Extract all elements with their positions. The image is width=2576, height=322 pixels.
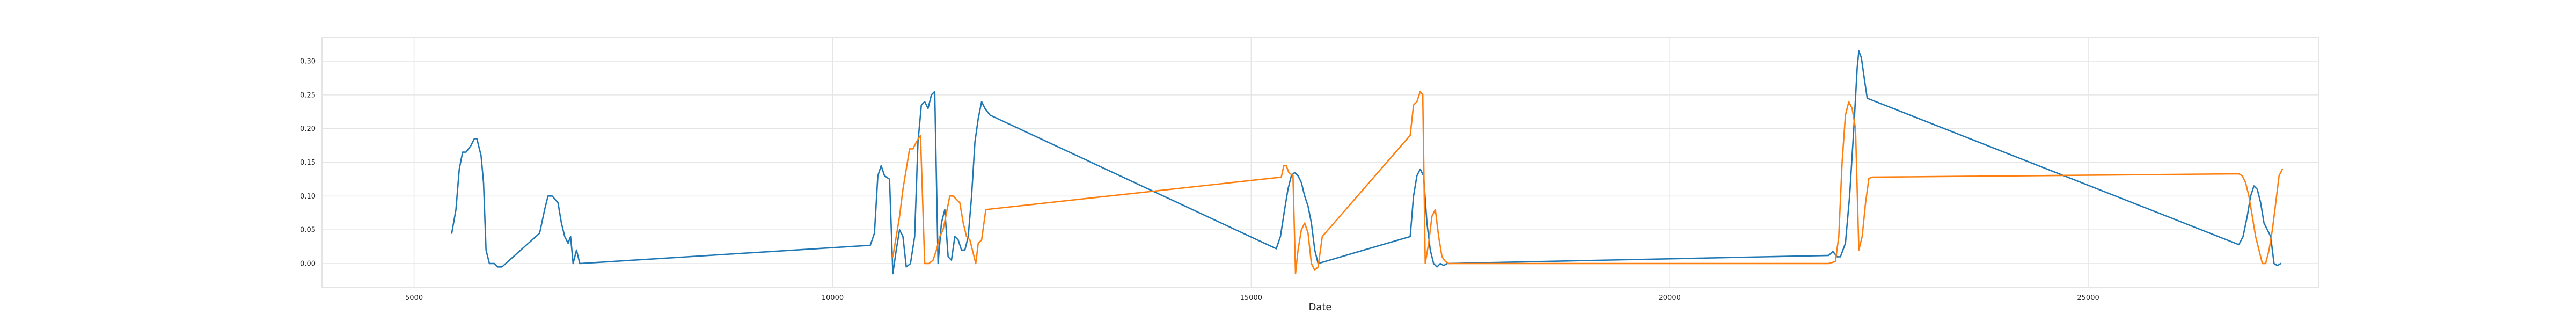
x-tick-label: 5000 xyxy=(405,294,423,302)
y-tick-label: 0.20 xyxy=(300,125,316,133)
x-tick-label: 20000 xyxy=(1659,294,1681,302)
y-tick-label: 0.30 xyxy=(300,57,316,65)
x-tick-label: 10000 xyxy=(822,294,844,302)
x-tick-label: 15000 xyxy=(1240,294,1262,302)
series-2-line xyxy=(892,91,2284,275)
y-axis-ticks: 0.00 0.05 0.10 0.15 0.20 0.25 0.30 xyxy=(300,57,316,268)
y-tick-label: 0.10 xyxy=(300,193,316,201)
y-tick-label: 0.25 xyxy=(300,91,316,99)
x-tick-label: 25000 xyxy=(2077,294,2099,302)
y-tick-label: 0.00 xyxy=(300,260,316,268)
y-tick-label: 0.15 xyxy=(300,159,316,167)
x-axis-title: Date xyxy=(1308,302,1331,313)
x-axis-ticks: 5000 10000 15000 20000 25000 xyxy=(405,294,2099,302)
series-group xyxy=(451,50,2284,275)
y-tick-label: 0.05 xyxy=(300,226,316,235)
series-1-line xyxy=(451,50,2282,275)
